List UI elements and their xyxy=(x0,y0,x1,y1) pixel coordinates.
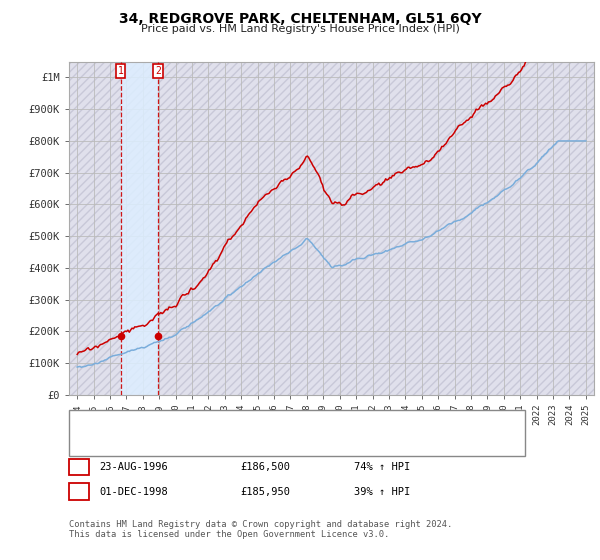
Text: 39% ↑ HPI: 39% ↑ HPI xyxy=(354,487,410,497)
Text: 74% ↑ HPI: 74% ↑ HPI xyxy=(354,462,410,472)
Bar xyxy=(69,62,594,395)
Text: 34, REDGROVE PARK, CHELTENHAM, GL51 6QY: 34, REDGROVE PARK, CHELTENHAM, GL51 6QY xyxy=(119,12,481,26)
Text: £185,950: £185,950 xyxy=(240,487,290,497)
Text: 1: 1 xyxy=(76,462,82,472)
Text: 1: 1 xyxy=(118,66,124,76)
Text: 01-DEC-1998: 01-DEC-1998 xyxy=(99,487,168,497)
Text: £186,500: £186,500 xyxy=(240,462,290,472)
Text: Price paid vs. HM Land Registry's House Price Index (HPI): Price paid vs. HM Land Registry's House … xyxy=(140,24,460,34)
Text: 2: 2 xyxy=(76,487,82,497)
Text: 23-AUG-1996: 23-AUG-1996 xyxy=(99,462,168,472)
Text: Contains HM Land Registry data © Crown copyright and database right 2024.
This d: Contains HM Land Registry data © Crown c… xyxy=(69,520,452,539)
Text: HPI: Average price, detached house, Cheltenham: HPI: Average price, detached house, Chel… xyxy=(106,438,376,449)
Text: 34, REDGROVE PARK, CHELTENHAM, GL51 6QY (detached house): 34, REDGROVE PARK, CHELTENHAM, GL51 6QY … xyxy=(106,418,435,428)
Text: 2: 2 xyxy=(155,66,161,76)
Bar xyxy=(121,62,158,395)
